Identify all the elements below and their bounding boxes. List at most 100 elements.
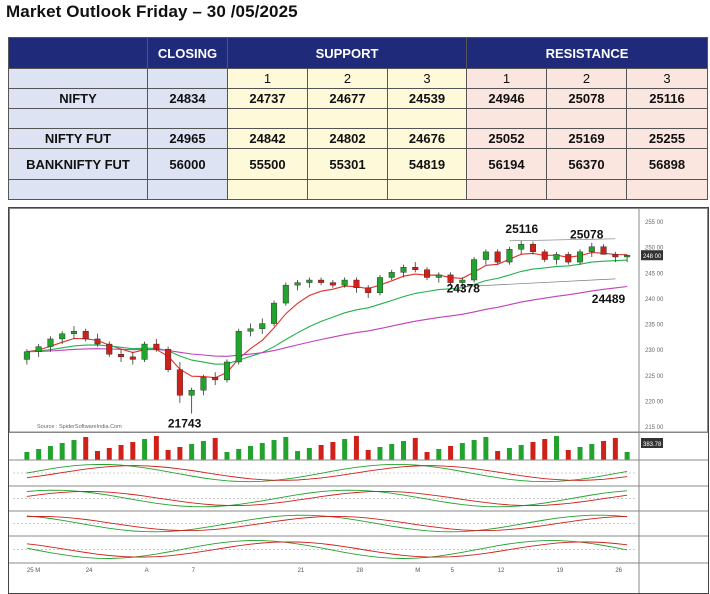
candle <box>235 331 242 363</box>
volume-bar <box>589 444 595 460</box>
volume-bar <box>177 447 183 460</box>
volume-bar <box>612 438 618 460</box>
sub-resistance-1: 1 <box>466 68 547 89</box>
volume-bar <box>47 446 53 460</box>
candle <box>459 279 466 283</box>
candle <box>577 251 584 263</box>
row-support-2: 55301 <box>307 148 388 180</box>
x-tick-label: 26 <box>615 568 622 574</box>
spacer-cell <box>8 179 148 200</box>
candle <box>612 254 619 258</box>
ema-line-3 <box>26 285 628 357</box>
y-tick-label: 250 00 <box>645 246 664 252</box>
candle <box>165 348 172 370</box>
candle <box>223 361 230 381</box>
spacer-cell <box>307 179 388 200</box>
volume-bar <box>295 451 301 460</box>
candle <box>247 328 254 332</box>
volume-bar <box>165 450 171 460</box>
sub-resistance-3: 3 <box>625 68 709 89</box>
volume-bar <box>212 438 218 460</box>
row-support-3: 24676 <box>387 128 467 149</box>
sub-blank-name <box>8 68 148 89</box>
page-title: Market Outlook Friday – 30 /05/2025 <box>6 2 298 21</box>
spacer-cell <box>546 179 627 200</box>
volume-bar <box>412 438 418 460</box>
volume-bar <box>130 442 136 460</box>
volume-bar <box>624 452 630 460</box>
candle <box>341 279 348 286</box>
volume-bar <box>248 446 253 460</box>
spacer-cell <box>387 108 467 129</box>
candle <box>447 274 454 283</box>
oscillator-line <box>26 515 628 532</box>
last-price-label: 248 00 <box>643 254 662 260</box>
volume-bar <box>189 444 195 460</box>
row-resistance-3: 56898 <box>625 148 709 180</box>
volume-bar <box>71 440 77 460</box>
candle <box>600 246 607 255</box>
volume-bar <box>389 444 395 460</box>
volume-bar <box>377 447 383 460</box>
candle <box>23 351 30 360</box>
candle <box>176 369 183 396</box>
spacer-cell <box>307 108 388 129</box>
volume-bar <box>542 439 548 460</box>
x-tick-label: A <box>145 568 149 574</box>
volume-bar <box>224 452 230 460</box>
volume-bar <box>353 436 359 460</box>
volume-bar <box>342 439 348 460</box>
candle <box>624 255 631 258</box>
volume-bar <box>565 450 571 460</box>
candle <box>412 267 419 270</box>
y-tick-label: 225 00 <box>645 374 664 380</box>
volume-bar <box>495 451 501 460</box>
chart-annotation: 21743 <box>168 417 202 431</box>
volume-bar <box>448 446 454 460</box>
x-tick-label: 19 <box>557 568 564 574</box>
candle <box>588 246 595 253</box>
row-support-3: 54819 <box>387 148 467 180</box>
row-support-1: 55500 <box>227 148 308 180</box>
volume-bar <box>271 440 277 460</box>
candle <box>188 389 195 396</box>
candle <box>553 254 560 260</box>
x-tick-label: 24 <box>86 568 93 574</box>
row-name: BANKNIFTY FUT <box>8 148 148 180</box>
candle <box>35 346 42 352</box>
candle <box>94 338 101 345</box>
candle <box>129 356 136 360</box>
candle <box>212 377 219 381</box>
volume-bar <box>401 441 406 460</box>
candle <box>271 302 278 324</box>
row-name: NIFTY FUT <box>8 128 148 149</box>
volume-bar <box>83 437 89 460</box>
oscillator-line <box>26 490 628 507</box>
spacer-cell <box>8 108 148 129</box>
x-tick-label: 28 <box>356 568 363 574</box>
candle <box>506 249 513 263</box>
chart-annotation: 25116 <box>505 222 538 236</box>
row-resistance-2: 25078 <box>546 88 627 109</box>
sub-support-3: 3 <box>387 68 467 89</box>
x-tick-label: M <box>415 568 420 574</box>
spacer-cell <box>625 179 709 200</box>
volume-bar <box>365 450 371 460</box>
volume-bar <box>577 447 583 460</box>
candle <box>471 259 478 281</box>
volume-bar <box>459 443 465 460</box>
candle <box>318 279 325 283</box>
volume-bar <box>24 452 30 460</box>
volume-bar <box>118 445 124 460</box>
candle <box>518 243 525 250</box>
candle <box>282 284 289 304</box>
source-label: Source : SpiderSoftwareIndia.Com <box>37 424 122 430</box>
candle <box>47 338 54 347</box>
volume-bar <box>236 449 242 460</box>
candle <box>365 287 372 294</box>
chart-annotation: 24489 <box>592 292 626 306</box>
volume-bar <box>59 443 65 460</box>
sub-blank-closing <box>147 68 228 89</box>
volume-bar <box>436 449 442 460</box>
spacer-cell <box>546 108 627 129</box>
